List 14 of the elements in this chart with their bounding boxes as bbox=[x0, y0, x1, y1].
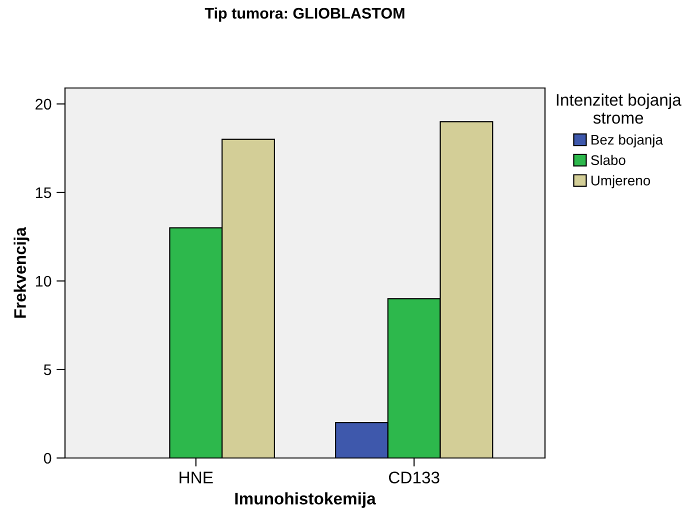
x-tick-label: HNE bbox=[180, 472, 213, 484]
legend-label: Umjereno bbox=[591, 175, 650, 188]
legend-label: Slabo bbox=[591, 154, 626, 166]
y-axis-title: Frekvencija bbox=[14, 227, 30, 318]
legend-title: Intenzitet bojanja strome bbox=[556, 94, 682, 124]
y-tick-label: 5 bbox=[44, 364, 52, 376]
y-tick-label: 10 bbox=[36, 276, 52, 287]
y-tick-label: 15 bbox=[36, 187, 52, 198]
y-tick-label: 20 bbox=[36, 98, 52, 110]
x-axis-title: Imunohistokemija bbox=[235, 492, 376, 508]
legend-label: Bez bojanja bbox=[592, 134, 663, 148]
y-tick-label: 0 bbox=[44, 452, 52, 464]
x-tick-label: CD133 bbox=[389, 472, 440, 484]
chart-title: Tip tumora: GLIOBLASTOM bbox=[204, 7, 404, 22]
